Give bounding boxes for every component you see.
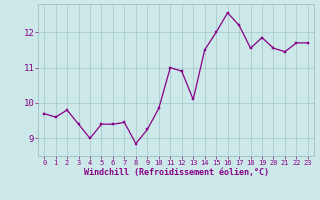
X-axis label: Windchill (Refroidissement éolien,°C): Windchill (Refroidissement éolien,°C) — [84, 168, 268, 177]
